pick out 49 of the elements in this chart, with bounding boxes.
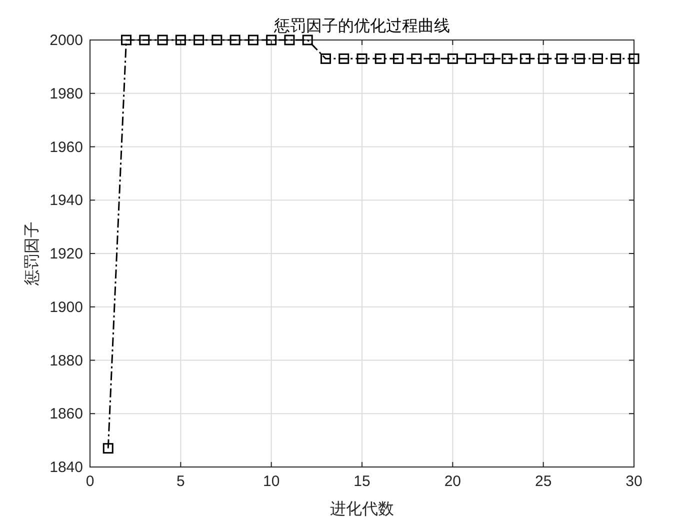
x-tick-label: 5 <box>176 473 185 490</box>
point <box>139 34 150 46</box>
point <box>556 53 567 64</box>
point <box>411 53 422 64</box>
y-tick-label: 1900 <box>50 298 83 316</box>
y-axis-title: 惩罚因子 <box>23 222 41 286</box>
point <box>266 34 277 46</box>
point <box>628 53 640 64</box>
point <box>248 34 258 46</box>
point <box>212 34 222 46</box>
point <box>102 443 114 454</box>
point <box>447 53 458 64</box>
point <box>538 53 549 64</box>
point <box>157 34 168 46</box>
y-tick-label: 1960 <box>50 138 83 156</box>
point <box>302 34 313 46</box>
y-tick-label: 2000 <box>50 32 83 49</box>
point <box>175 34 186 46</box>
point <box>502 53 512 64</box>
y-tick-label: 1940 <box>50 192 83 210</box>
x-tick-label: 25 <box>534 473 552 490</box>
point <box>592 53 603 64</box>
point <box>356 53 368 64</box>
point <box>320 53 331 64</box>
y-tick-label: 1840 <box>50 459 83 476</box>
y-tick-label: 1860 <box>50 406 83 423</box>
point <box>466 53 476 64</box>
x-tick-label: 15 <box>354 473 370 490</box>
point <box>121 34 132 46</box>
point <box>230 34 240 46</box>
point <box>393 53 404 64</box>
point <box>520 53 530 64</box>
y-tick-label: 1880 <box>50 352 83 370</box>
point <box>194 34 204 46</box>
point <box>484 53 494 64</box>
point <box>610 53 622 64</box>
chart-title: 惩罚因子的优化过程曲线 <box>273 17 450 35</box>
point <box>284 34 295 46</box>
point <box>374 53 386 64</box>
point <box>429 53 440 64</box>
x-tick-label: 0 <box>86 473 94 490</box>
x-axis-title: 进化代数 <box>330 500 394 518</box>
y-tick-label: 1980 <box>50 85 83 102</box>
point <box>574 53 585 64</box>
x-tick-label: 10 <box>262 473 280 490</box>
x-tick-label: 20 <box>444 473 462 490</box>
point <box>338 53 350 64</box>
x-tick-label: 30 <box>626 473 642 490</box>
y-tick-label: 1920 <box>50 246 83 262</box>
